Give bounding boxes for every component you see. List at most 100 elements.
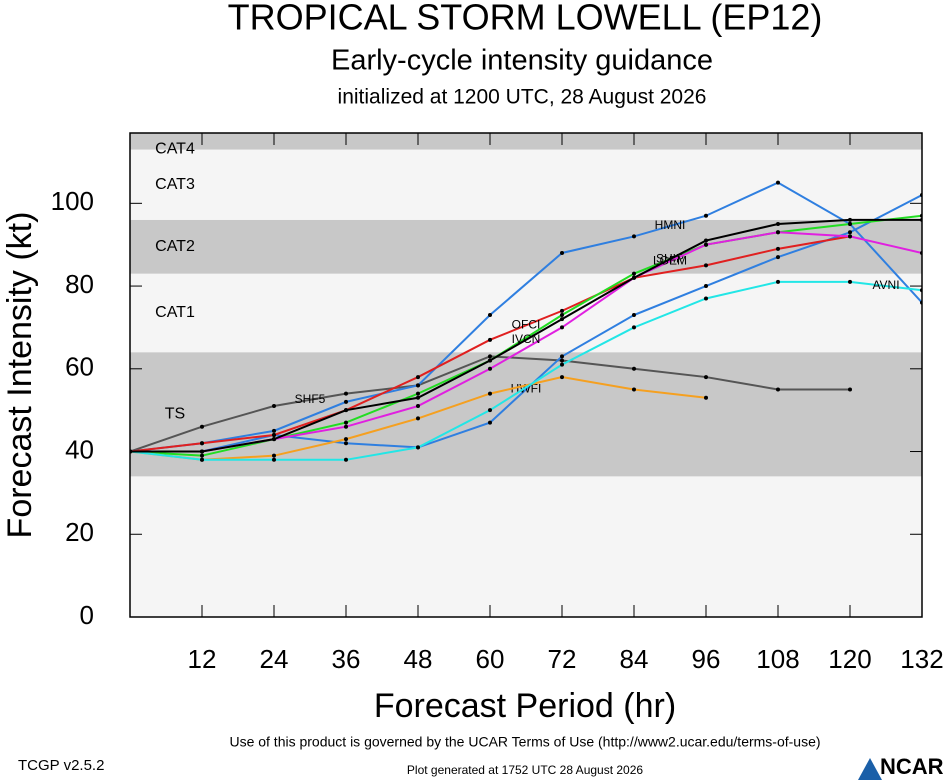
data-point bbox=[848, 222, 852, 227]
series-label: IVCN bbox=[512, 332, 541, 346]
data-point bbox=[776, 180, 780, 185]
data-point bbox=[200, 424, 204, 429]
series-label: SHF5 bbox=[295, 392, 326, 406]
x-tick-label: 24 bbox=[260, 644, 289, 674]
data-point bbox=[344, 420, 348, 425]
band-label: CAT4 bbox=[155, 140, 195, 157]
x-tick-label: 132 bbox=[900, 644, 943, 674]
data-point bbox=[704, 213, 708, 218]
data-point bbox=[776, 255, 780, 260]
data-point bbox=[200, 441, 204, 446]
logo-mark bbox=[858, 758, 882, 780]
x-tick-label: 120 bbox=[828, 644, 871, 674]
data-point bbox=[704, 242, 708, 247]
data-point bbox=[200, 457, 204, 462]
data-point bbox=[776, 246, 780, 251]
data-point bbox=[344, 408, 348, 413]
data-point bbox=[488, 337, 492, 342]
series-line bbox=[130, 194, 922, 453]
y-tick-label: 20 bbox=[65, 517, 94, 547]
series-label: OFCI bbox=[512, 318, 541, 332]
data-point bbox=[848, 387, 852, 392]
data-point bbox=[848, 279, 852, 284]
data-point bbox=[488, 354, 492, 359]
x-tick-label: 96 bbox=[692, 644, 721, 674]
data-point bbox=[632, 366, 636, 371]
terms-text: Use of this product is governed by the U… bbox=[229, 734, 820, 750]
data-point bbox=[704, 284, 708, 289]
y-tick-label: 40 bbox=[65, 434, 94, 464]
band-label: CAT3 bbox=[155, 176, 195, 193]
y-tick-label: 100 bbox=[51, 186, 94, 216]
data-point bbox=[344, 437, 348, 442]
data-point bbox=[776, 230, 780, 235]
x-tick-label: 48 bbox=[404, 644, 433, 674]
data-point bbox=[776, 222, 780, 227]
plot-frame bbox=[129, 132, 923, 618]
data-point bbox=[272, 453, 276, 458]
data-point bbox=[704, 375, 708, 380]
data-point bbox=[416, 416, 420, 421]
x-tick-label: 12 bbox=[188, 644, 217, 674]
y-tick-label: 60 bbox=[65, 352, 94, 382]
data-point bbox=[848, 230, 852, 235]
data-point bbox=[416, 391, 420, 396]
x-axis-title: Forecast Period (hr) bbox=[374, 687, 676, 725]
x-tick-label: 72 bbox=[548, 644, 577, 674]
data-point bbox=[632, 234, 636, 239]
intensity-band bbox=[130, 219, 922, 274]
data-point bbox=[488, 391, 492, 396]
data-point bbox=[776, 387, 780, 392]
data-point bbox=[488, 366, 492, 371]
data-point bbox=[416, 383, 420, 388]
data-point bbox=[272, 404, 276, 409]
data-point bbox=[560, 313, 564, 318]
data-point bbox=[560, 358, 564, 363]
logo-text: NCAR bbox=[880, 754, 944, 779]
data-point bbox=[560, 375, 564, 380]
band-label: CAT1 bbox=[155, 304, 195, 321]
data-point bbox=[848, 234, 852, 239]
data-point bbox=[272, 457, 276, 462]
data-point bbox=[704, 238, 708, 243]
data-point bbox=[704, 296, 708, 301]
band-label: CAT2 bbox=[155, 238, 195, 255]
data-point bbox=[200, 453, 204, 458]
data-point bbox=[488, 408, 492, 413]
data-point bbox=[704, 263, 708, 268]
intensity-band bbox=[130, 133, 922, 150]
band-label: TS bbox=[165, 406, 185, 423]
x-tick-label: 84 bbox=[620, 644, 649, 674]
plot-area: TS CAT1 CAT2 CAT3 CAT4 0 20 40 60 80 100 12 24 36 48 60… bbox=[51, 132, 944, 674]
data-point bbox=[776, 279, 780, 284]
data-point bbox=[344, 391, 348, 396]
data-point bbox=[560, 362, 564, 367]
bands: TS CAT1 CAT2 CAT3 CAT4 bbox=[130, 133, 922, 477]
data-point bbox=[344, 441, 348, 446]
series-line bbox=[130, 280, 922, 461]
data-point bbox=[632, 271, 636, 276]
x-tick-label: 36 bbox=[332, 644, 361, 674]
data-point bbox=[848, 217, 852, 222]
y-tick-label: 0 bbox=[80, 600, 94, 630]
data-point bbox=[632, 325, 636, 330]
data-point bbox=[560, 317, 564, 322]
data-point bbox=[632, 313, 636, 318]
data-point bbox=[272, 432, 276, 437]
series-label: AVNI bbox=[872, 278, 899, 292]
data-point bbox=[272, 428, 276, 433]
y-tick-label: 80 bbox=[65, 269, 94, 299]
x-tick-label: 108 bbox=[756, 644, 799, 674]
version-text: TCGP v2.5.2 bbox=[18, 757, 104, 774]
data-point bbox=[416, 375, 420, 380]
data-point bbox=[632, 275, 636, 280]
data-point bbox=[272, 437, 276, 442]
y-axis-title: Forecast Intensity (kt) bbox=[1, 212, 39, 539]
data-point bbox=[344, 399, 348, 404]
data-point bbox=[344, 457, 348, 462]
chart-title: TROPICAL STORM LOWELL (EP12) bbox=[228, 0, 823, 38]
series-line bbox=[130, 181, 922, 453]
generated-text: Plot generated at 1752 UTC 28 August 202… bbox=[407, 763, 643, 777]
data-point bbox=[416, 445, 420, 450]
